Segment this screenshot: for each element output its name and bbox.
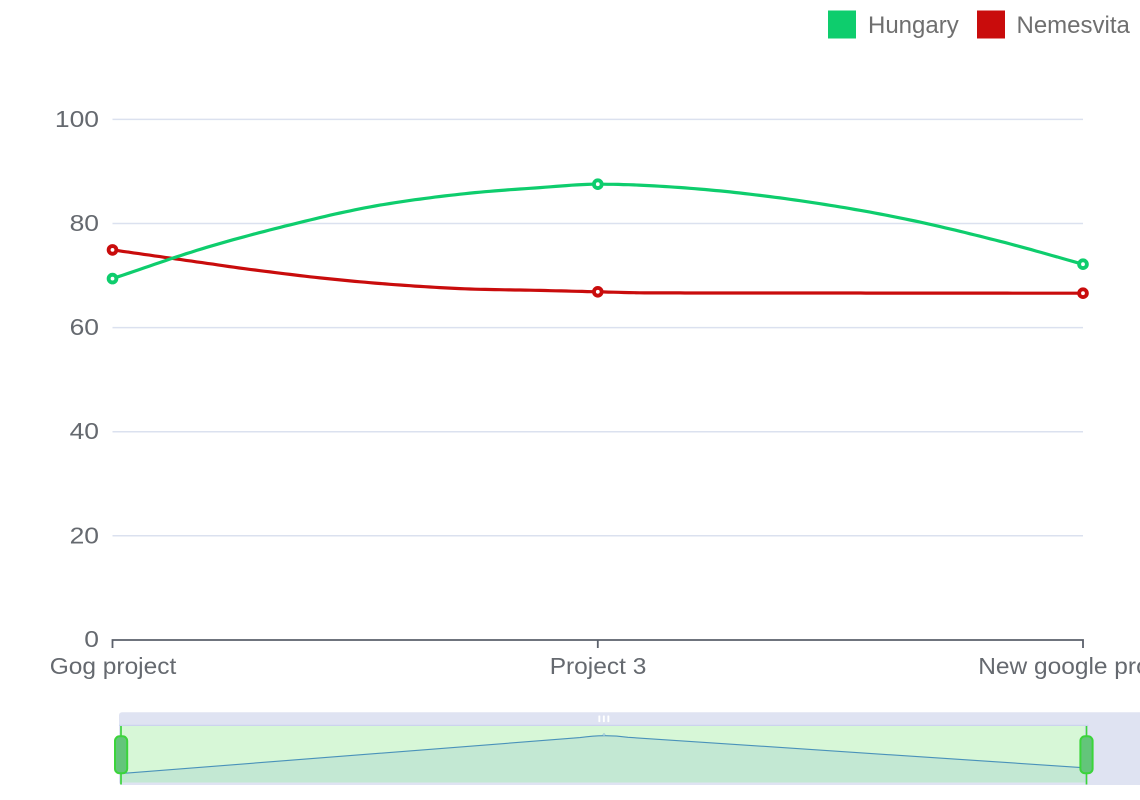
svg-text:Hungary: Hungary [868,12,959,39]
svg-text:0: 0 [84,628,99,653]
svg-text:40: 40 [70,420,99,445]
svg-text:New google project: New google project [978,654,1140,680]
svg-text:Project 3: Project 3 [550,654,647,680]
svg-text:20: 20 [70,524,99,549]
svg-text:60: 60 [70,316,99,341]
svg-text:Nemesvita: Nemesvita [1017,12,1131,39]
svg-text:80: 80 [70,212,99,237]
svg-text:Gog project: Gog project [50,654,177,680]
svg-text:100: 100 [55,107,99,132]
